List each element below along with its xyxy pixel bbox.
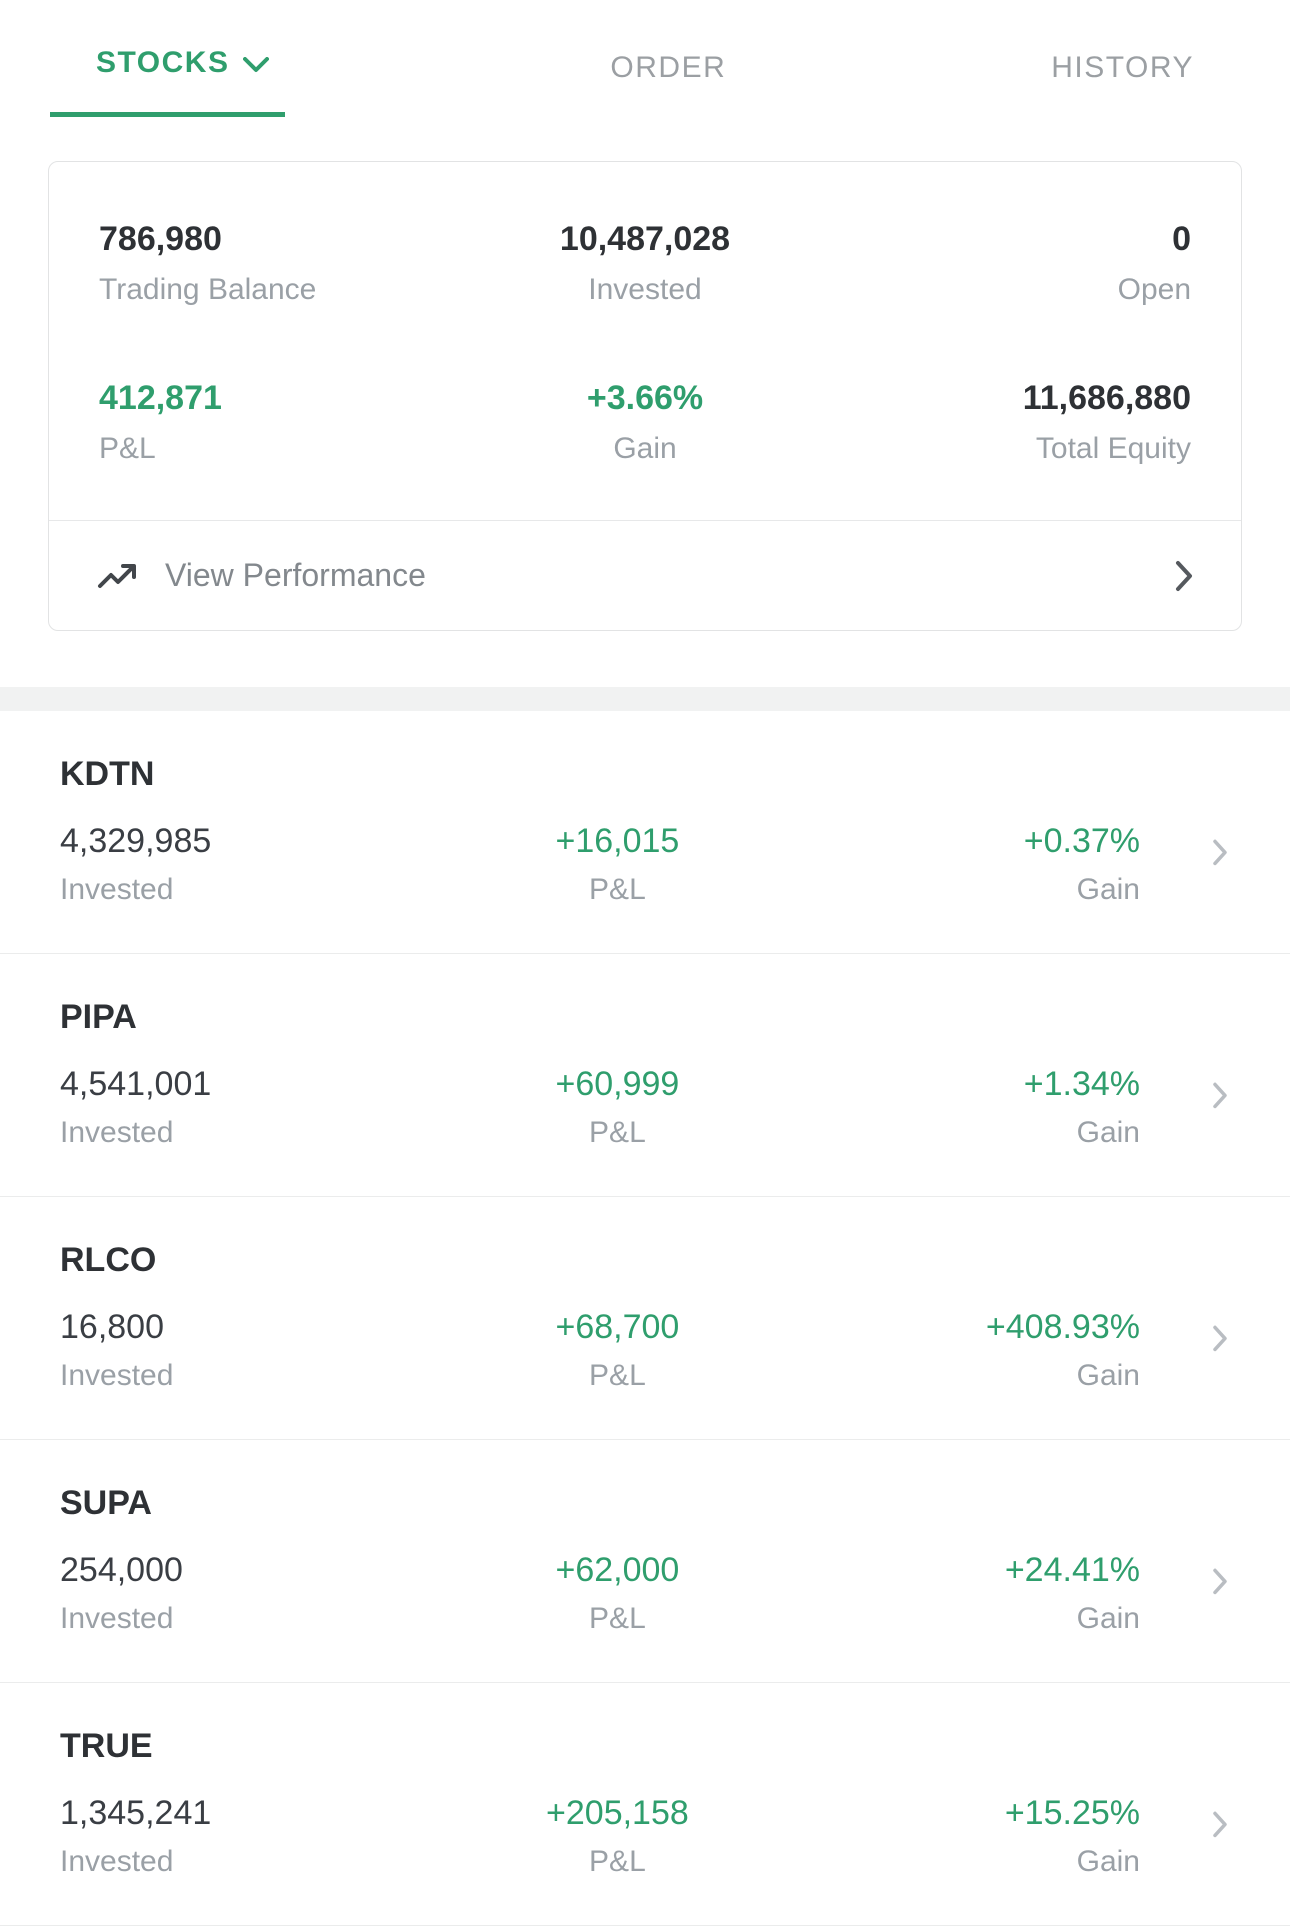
pnl-cell: +205,158 P&L bbox=[443, 1794, 791, 1879]
holding-row-true[interactable]: TRUE 1,345,241 Invested +205,158 P&L +15… bbox=[0, 1683, 1290, 1926]
gain-value: +1.34% bbox=[1023, 1065, 1140, 1103]
trading-balance-value: 786,980 bbox=[99, 220, 222, 258]
total-equity-label: Total Equity bbox=[1035, 432, 1191, 465]
stock-symbol: PIPA bbox=[60, 998, 137, 1036]
pnl-label: P&L bbox=[589, 1602, 646, 1635]
open-label: Open bbox=[1117, 273, 1191, 306]
invested-value: 10,487,028 bbox=[559, 220, 731, 258]
pnl-cell: +68,700 P&L bbox=[443, 1308, 791, 1393]
holding-row-supa[interactable]: SUPA 254,000 Invested +62,000 P&L +24.41… bbox=[0, 1440, 1290, 1683]
open-value: 0 bbox=[1172, 220, 1191, 258]
pnl-label: P&L bbox=[589, 1359, 646, 1392]
invested-cell: 4,329,985 Invested bbox=[60, 822, 443, 907]
gain-label: Gain bbox=[1076, 1602, 1140, 1635]
stock-symbol: TRUE bbox=[60, 1727, 153, 1765]
gain-label: Gain bbox=[1076, 873, 1140, 906]
invested-label: Invested bbox=[588, 273, 702, 306]
invested-cell: 16,800 Invested bbox=[60, 1308, 443, 1393]
holdings-list: KDTN 4,329,985 Invested +16,015 P&L +0.3… bbox=[0, 711, 1290, 1926]
view-performance-button[interactable]: View Performance bbox=[49, 520, 1241, 630]
holding-row-rlco[interactable]: RLCO 16,800 Invested +68,700 P&L +408.93… bbox=[0, 1197, 1290, 1440]
pnl-value: 412,871 bbox=[99, 379, 222, 417]
pnl-value: +68,700 bbox=[555, 1308, 680, 1346]
tab-order[interactable]: ORDER bbox=[610, 51, 726, 117]
gain-cell: +15.25% Gain bbox=[792, 1794, 1140, 1879]
chevron-down-icon bbox=[243, 57, 270, 73]
summary-stats: 786,980 Trading Balance 10,487,028 Inves… bbox=[49, 162, 1241, 520]
invested-label: Invested bbox=[60, 1116, 174, 1149]
invested-label: Invested bbox=[60, 1845, 174, 1878]
chevron-right-icon bbox=[1212, 1567, 1228, 1595]
gain-label: Gain bbox=[613, 432, 677, 465]
chevron-right-icon bbox=[1212, 1081, 1228, 1109]
pnl-cell: +62,000 P&L bbox=[443, 1551, 791, 1636]
holding-row-kdtn[interactable]: KDTN 4,329,985 Invested +16,015 P&L +0.3… bbox=[0, 711, 1290, 954]
tab-stocks-label: STOCKS bbox=[96, 46, 230, 79]
trading-balance-label: Trading Balance bbox=[99, 273, 317, 306]
invested-label: Invested bbox=[60, 873, 174, 906]
invested-value: 16,800 bbox=[60, 1308, 164, 1346]
view-performance-label: View Performance bbox=[165, 557, 426, 593]
invested-cell: 1,345,241 Invested bbox=[60, 1794, 443, 1879]
tab-stocks[interactable]: STOCKS bbox=[50, 46, 286, 117]
trending-up-icon bbox=[97, 560, 139, 592]
gain-cell: +1.34% Gain bbox=[792, 1065, 1140, 1150]
chevron-right-icon bbox=[1212, 1810, 1228, 1838]
gain-value: +3.66% bbox=[586, 379, 704, 417]
gain-value: +24.41% bbox=[1004, 1551, 1140, 1589]
invested-value: 254,000 bbox=[60, 1551, 183, 1589]
chevron-right-icon bbox=[1212, 838, 1228, 866]
invested-cell: 254,000 Invested bbox=[60, 1551, 443, 1636]
invested-cell: 4,541,001 Invested bbox=[60, 1065, 443, 1150]
gain-cell: +408.93% Gain bbox=[792, 1308, 1140, 1393]
stock-symbol: RLCO bbox=[60, 1241, 157, 1279]
gain-value: +0.37% bbox=[1023, 822, 1140, 860]
chevron-right-icon bbox=[1175, 560, 1193, 592]
invested-label: Invested bbox=[60, 1602, 174, 1635]
invested-value: 4,329,985 bbox=[60, 822, 212, 860]
stock-symbol: KDTN bbox=[60, 755, 155, 793]
holding-row-pipa[interactable]: PIPA 4,541,001 Invested +60,999 P&L +1.3… bbox=[0, 954, 1290, 1197]
chevron-right-icon bbox=[1212, 1324, 1228, 1352]
portfolio-summary-card: 786,980 Trading Balance 10,487,028 Inves… bbox=[48, 161, 1242, 631]
stat-pnl: 412,871 P&L bbox=[99, 379, 463, 466]
pnl-value: +16,015 bbox=[555, 822, 680, 860]
tab-history[interactable]: HISTORY bbox=[1051, 51, 1194, 117]
gain-cell: +24.41% Gain bbox=[792, 1551, 1140, 1636]
pnl-cell: +16,015 P&L bbox=[443, 822, 791, 907]
tab-bar: STOCKS ORDER HISTORY bbox=[0, 0, 1290, 117]
stat-invested: 10,487,028 Invested bbox=[463, 220, 827, 307]
pnl-label: P&L bbox=[589, 873, 646, 906]
gain-value: +408.93% bbox=[985, 1308, 1140, 1346]
invested-value: 1,345,241 bbox=[60, 1794, 212, 1832]
stat-trading-balance: 786,980 Trading Balance bbox=[99, 220, 463, 307]
gain-label: Gain bbox=[1076, 1359, 1140, 1392]
gain-cell: +0.37% Gain bbox=[792, 822, 1140, 907]
pnl-value: +62,000 bbox=[555, 1551, 680, 1589]
pnl-label: P&L bbox=[589, 1845, 646, 1878]
invested-label: Invested bbox=[60, 1359, 174, 1392]
pnl-label: P&L bbox=[99, 432, 156, 465]
stat-open: 0 Open bbox=[827, 220, 1191, 307]
gain-label: Gain bbox=[1076, 1116, 1140, 1149]
section-divider bbox=[0, 687, 1290, 711]
gain-label: Gain bbox=[1076, 1845, 1140, 1878]
pnl-cell: +60,999 P&L bbox=[443, 1065, 791, 1150]
pnl-value: +205,158 bbox=[546, 1794, 689, 1832]
tab-order-label: ORDER bbox=[610, 51, 727, 84]
tab-history-label: HISTORY bbox=[1051, 51, 1194, 84]
invested-value: 4,541,001 bbox=[60, 1065, 212, 1103]
pnl-value: +60,999 bbox=[555, 1065, 680, 1103]
stat-gain: +3.66% Gain bbox=[463, 379, 827, 466]
total-equity-value: 11,686,880 bbox=[1022, 379, 1191, 417]
gain-value: +15.25% bbox=[1004, 1794, 1140, 1832]
stat-total-equity: 11,686,880 Total Equity bbox=[827, 379, 1191, 466]
pnl-label: P&L bbox=[589, 1116, 646, 1149]
stock-symbol: SUPA bbox=[60, 1484, 152, 1522]
